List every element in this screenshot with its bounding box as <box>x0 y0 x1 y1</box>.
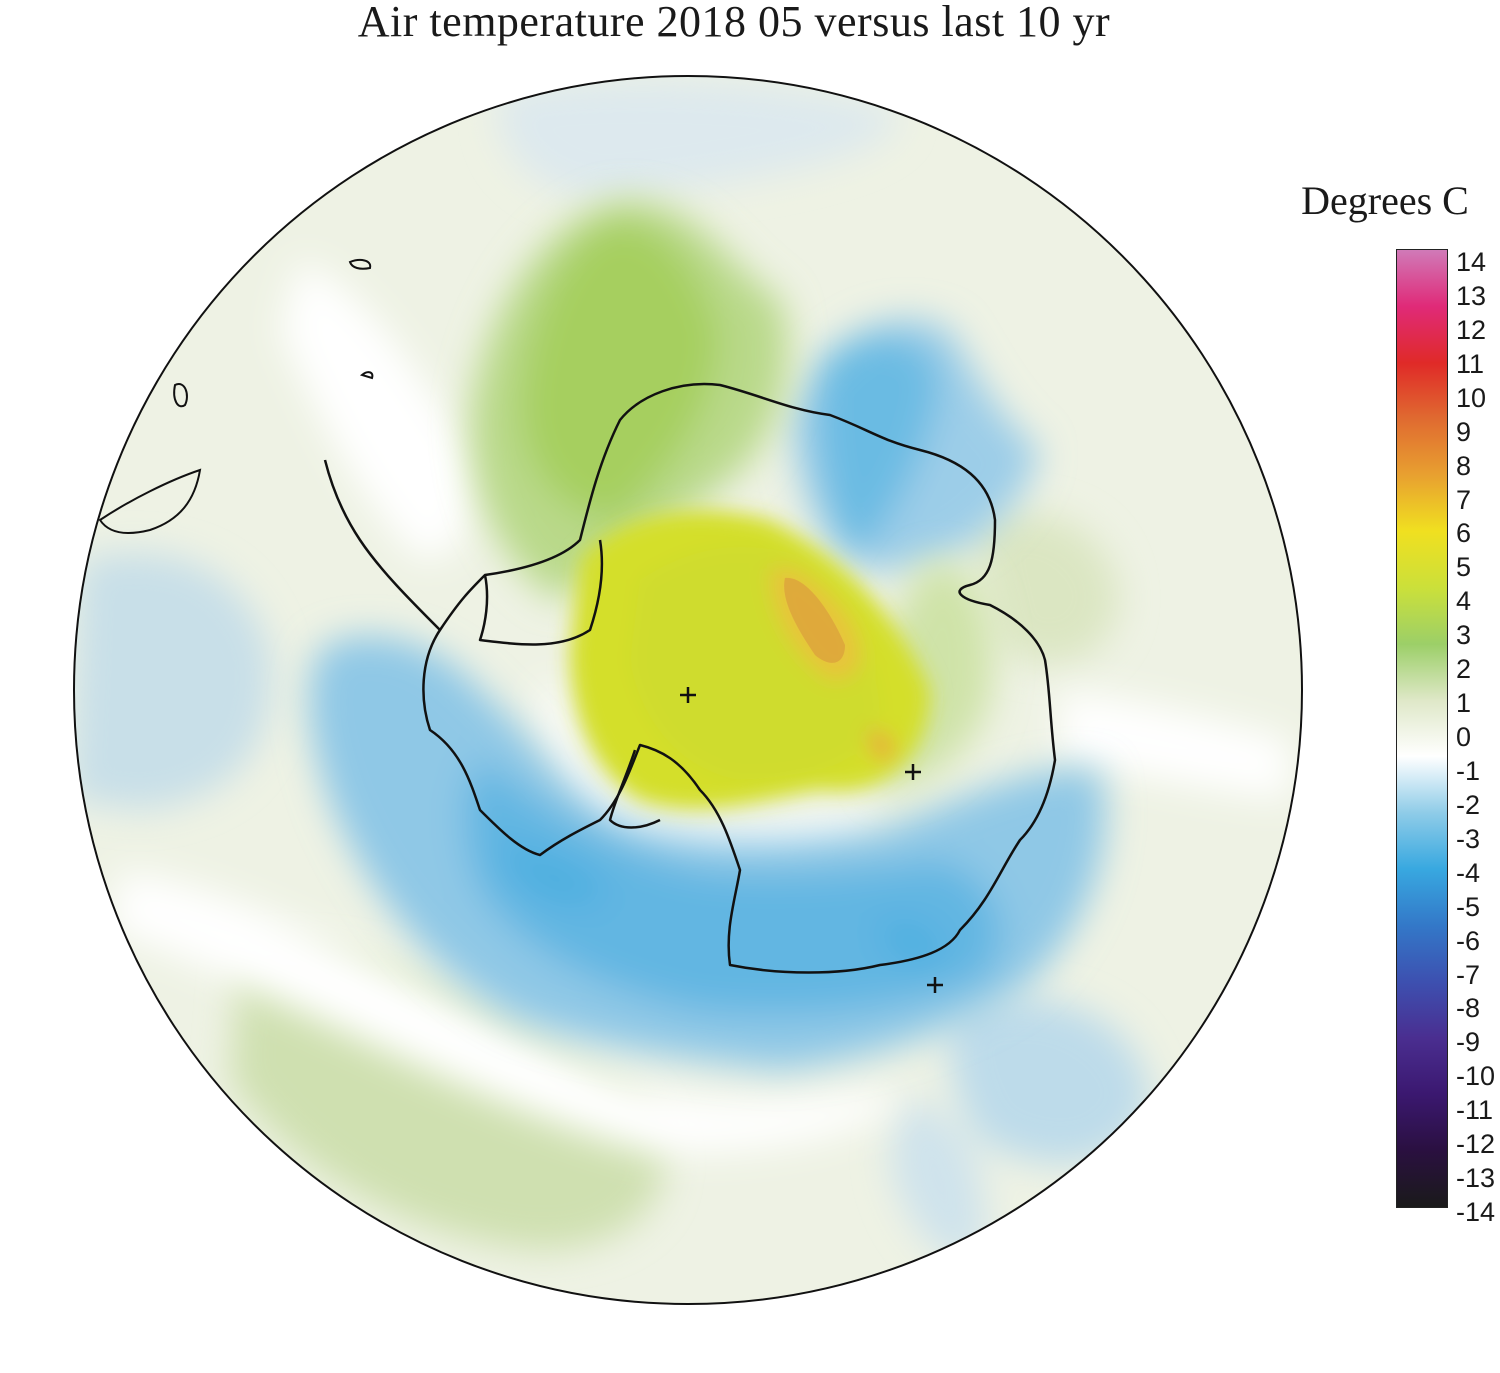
colorbar-tick-label: 9 <box>1456 416 1472 447</box>
colorbar-tick-label: 12 <box>1456 314 1487 345</box>
colorbar-tick-label: -13 <box>1456 1163 1496 1194</box>
colorbar-tick-label: 2 <box>1456 654 1472 685</box>
colorbar-title: Degrees C <box>1301 178 1469 223</box>
colorbar-tick-label: -2 <box>1456 789 1481 820</box>
map-title: Air temperature 2018 05 versus last 10 y… <box>357 0 1111 46</box>
colorbar-tick-label: -7 <box>1456 959 1481 990</box>
colorbar-tick-label: 0 <box>1456 722 1472 752</box>
colorbar-tick-label: -11 <box>1456 1095 1494 1126</box>
colorbar-tick-label: 13 <box>1456 280 1487 311</box>
colorbar-tick-label: 4 <box>1456 586 1472 617</box>
colorbar-tick-label: 11 <box>1456 348 1485 379</box>
colorbar-tick-label: 10 <box>1456 382 1487 413</box>
colorbar-tick-label: -4 <box>1456 857 1481 888</box>
colorbar-tick-label: -14 <box>1456 1197 1496 1227</box>
colorbar-tick-label: -8 <box>1456 993 1481 1024</box>
colorbar-tick-label: 6 <box>1456 518 1472 549</box>
station-markers <box>680 687 943 993</box>
colorbar-tick-label: 3 <box>1456 620 1472 651</box>
colorbar-tick-label: 1 <box>1456 688 1472 719</box>
colorbar-tick-label: -5 <box>1456 891 1481 922</box>
anomaly-field <box>74 76 1302 1304</box>
colorbar-tick-label: -12 <box>1456 1129 1496 1160</box>
colorbar-tick-label: 8 <box>1456 450 1472 481</box>
colorbar-tick-label: -9 <box>1456 1027 1481 1058</box>
colorbar-tick-label: -3 <box>1456 823 1481 854</box>
colorbar-tick-label: -6 <box>1456 925 1481 956</box>
islands <box>98 259 374 534</box>
colorbar-tick-label: -10 <box>1456 1061 1496 1092</box>
colorbar-tick-label: 14 <box>1456 247 1487 277</box>
coastline <box>323 382 1057 974</box>
colorbar-tick-label: -1 <box>1456 755 1481 786</box>
map-boundary <box>73 75 1303 1305</box>
colorbar-tick-label: 7 <box>1456 484 1472 515</box>
colorbar-tick-label: 5 <box>1456 552 1472 583</box>
colorbar <box>1396 249 1448 1208</box>
